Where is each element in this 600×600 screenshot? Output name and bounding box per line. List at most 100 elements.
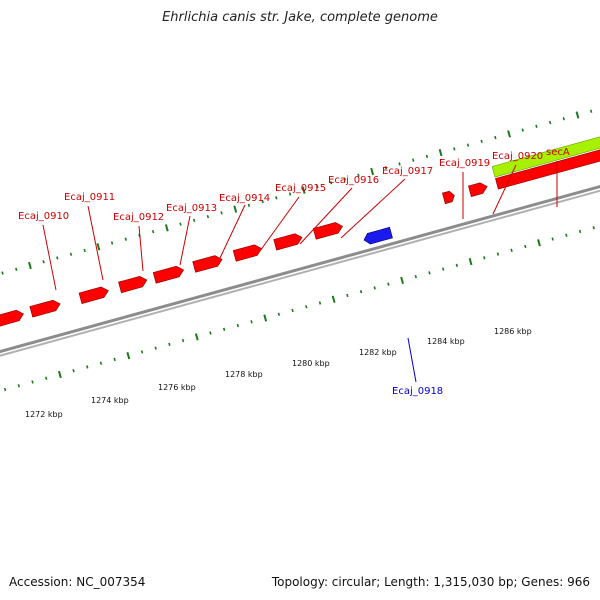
outer-scale-tick <box>329 181 333 185</box>
outer-scale-tick <box>28 261 32 270</box>
inner-scale-tick <box>140 350 144 354</box>
inner-scale-tick <box>168 342 171 347</box>
outer-scale-tick <box>357 173 360 177</box>
outer-scale-tick <box>507 130 511 138</box>
scale-tick-label: 1274 kbp <box>91 396 129 405</box>
forward-gene-arrow <box>312 222 344 240</box>
forward-gene-arrow <box>495 149 600 190</box>
gene-label: Ecaj_0920 <box>492 151 543 162</box>
gene-label: Ecaj_0913 <box>166 203 217 214</box>
inner-scale-tick <box>250 320 253 324</box>
outer-scale-tick <box>480 139 483 144</box>
outer-scale-tick <box>438 149 443 157</box>
forward-gene-arrow <box>468 182 488 197</box>
outer-scale-tick <box>548 120 552 125</box>
seca-feature-band <box>491 136 600 178</box>
accession-label: Accession: NC_007354 <box>9 575 146 589</box>
inner-scale-tick <box>592 226 595 230</box>
inner-scale-tick <box>86 365 89 369</box>
outer-scale-tick <box>412 158 415 162</box>
gene-label: Ecaj_0910 <box>18 211 69 222</box>
outer-scale-tick <box>494 135 497 140</box>
outer-scale-tick <box>370 167 375 176</box>
forward-gene-arrow <box>152 265 185 284</box>
gene-label: Ecaj_0917 <box>382 166 433 177</box>
outer-scale-tick <box>575 111 580 119</box>
inner-scale-tick <box>305 305 308 309</box>
scale-tick-label: 1278 kbp <box>225 370 263 379</box>
gene-label: Ecaj_0918 <box>392 386 443 397</box>
outer-scale-tick <box>425 154 429 159</box>
outer-scale-tick <box>56 256 59 260</box>
gene-label: Ecaj_0911 <box>64 192 115 203</box>
outer-scale-tick <box>275 196 278 200</box>
forward-gene-arrow <box>192 255 223 273</box>
inner-scale-tick <box>57 370 62 379</box>
forward-gene-arrow <box>118 275 148 294</box>
outer-scale-tick <box>15 267 18 271</box>
gene-label: Ecaj_0916 <box>328 175 379 186</box>
outer-scale-tick <box>110 241 114 245</box>
outer-scale-tick <box>1 271 4 275</box>
inner-scale-tick <box>468 257 473 266</box>
outer-scale-tick <box>453 147 456 151</box>
outer-scale-tick <box>521 128 524 132</box>
inner-scale-tick <box>277 312 281 316</box>
outer-scale-tick <box>301 186 306 194</box>
inner-scale-tick <box>99 361 103 365</box>
inner-scale-tick <box>181 338 185 343</box>
gene-label-leader <box>179 215 191 266</box>
inner-scale-tick <box>3 387 7 392</box>
outer-scale-tick <box>316 184 319 189</box>
inner-scale-tick <box>222 327 226 331</box>
reverse-gene-arrow <box>363 226 393 245</box>
inner-scale-tick <box>578 229 582 234</box>
scale-tick-label: 1284 kbp <box>427 337 465 346</box>
inner-scale-tick <box>524 244 527 249</box>
inner-scale-tick <box>537 239 541 247</box>
outer-scale-tick <box>384 166 388 170</box>
inner-scale-tick <box>113 357 116 362</box>
backbone-outer <box>0 185 600 354</box>
inner-scale-tick <box>441 267 445 271</box>
inner-scale-tick <box>565 233 568 237</box>
gene-label-leader <box>219 204 246 259</box>
gene-label-leader <box>340 178 406 239</box>
forward-gene-arrow <box>273 233 303 251</box>
inner-scale-tick <box>291 308 294 313</box>
inner-scale-tick <box>31 380 34 384</box>
outer-scale-tick <box>96 243 101 251</box>
forward-gene-arrow <box>29 299 61 318</box>
inner-scale-tick <box>359 290 363 294</box>
inner-scale-tick <box>318 301 322 305</box>
forward-gene-arrow <box>0 309 24 327</box>
inner-scale-tick <box>400 276 404 285</box>
inner-scale-tick <box>387 282 390 286</box>
outer-scale-tick <box>466 143 470 147</box>
gene-label: secA <box>546 147 570 158</box>
inner-scale-tick <box>154 346 157 350</box>
inner-scale-tick <box>263 314 268 322</box>
inner-scale-tick <box>428 271 431 275</box>
gene-label-leader <box>492 164 517 215</box>
map-title: Ehrlichia canis str. Jake, complete geno… <box>162 10 438 25</box>
forward-gene-arrow <box>232 244 263 262</box>
gene-label-leader <box>87 205 104 281</box>
inner-scale-tick <box>414 274 417 279</box>
outer-scale-tick <box>535 124 538 128</box>
scale-tick-label: 1280 kbp <box>292 359 330 368</box>
outer-scale-tick <box>398 162 401 166</box>
outer-scale-tick <box>164 224 169 232</box>
inner-scale-tick <box>483 256 486 260</box>
gene-label-leader <box>42 224 57 291</box>
inner-scale-tick <box>510 248 513 252</box>
outer-scale-tick <box>220 211 223 215</box>
scale-tick-label: 1286 kbp <box>494 327 532 336</box>
outer-scale-tick <box>590 109 593 113</box>
inner-scale-tick <box>236 323 239 328</box>
scale-tick-label: 1282 kbp <box>359 348 397 357</box>
outer-scale-tick <box>261 199 264 204</box>
outer-scale-tick <box>151 230 155 234</box>
outer-scale-tick <box>206 214 210 219</box>
